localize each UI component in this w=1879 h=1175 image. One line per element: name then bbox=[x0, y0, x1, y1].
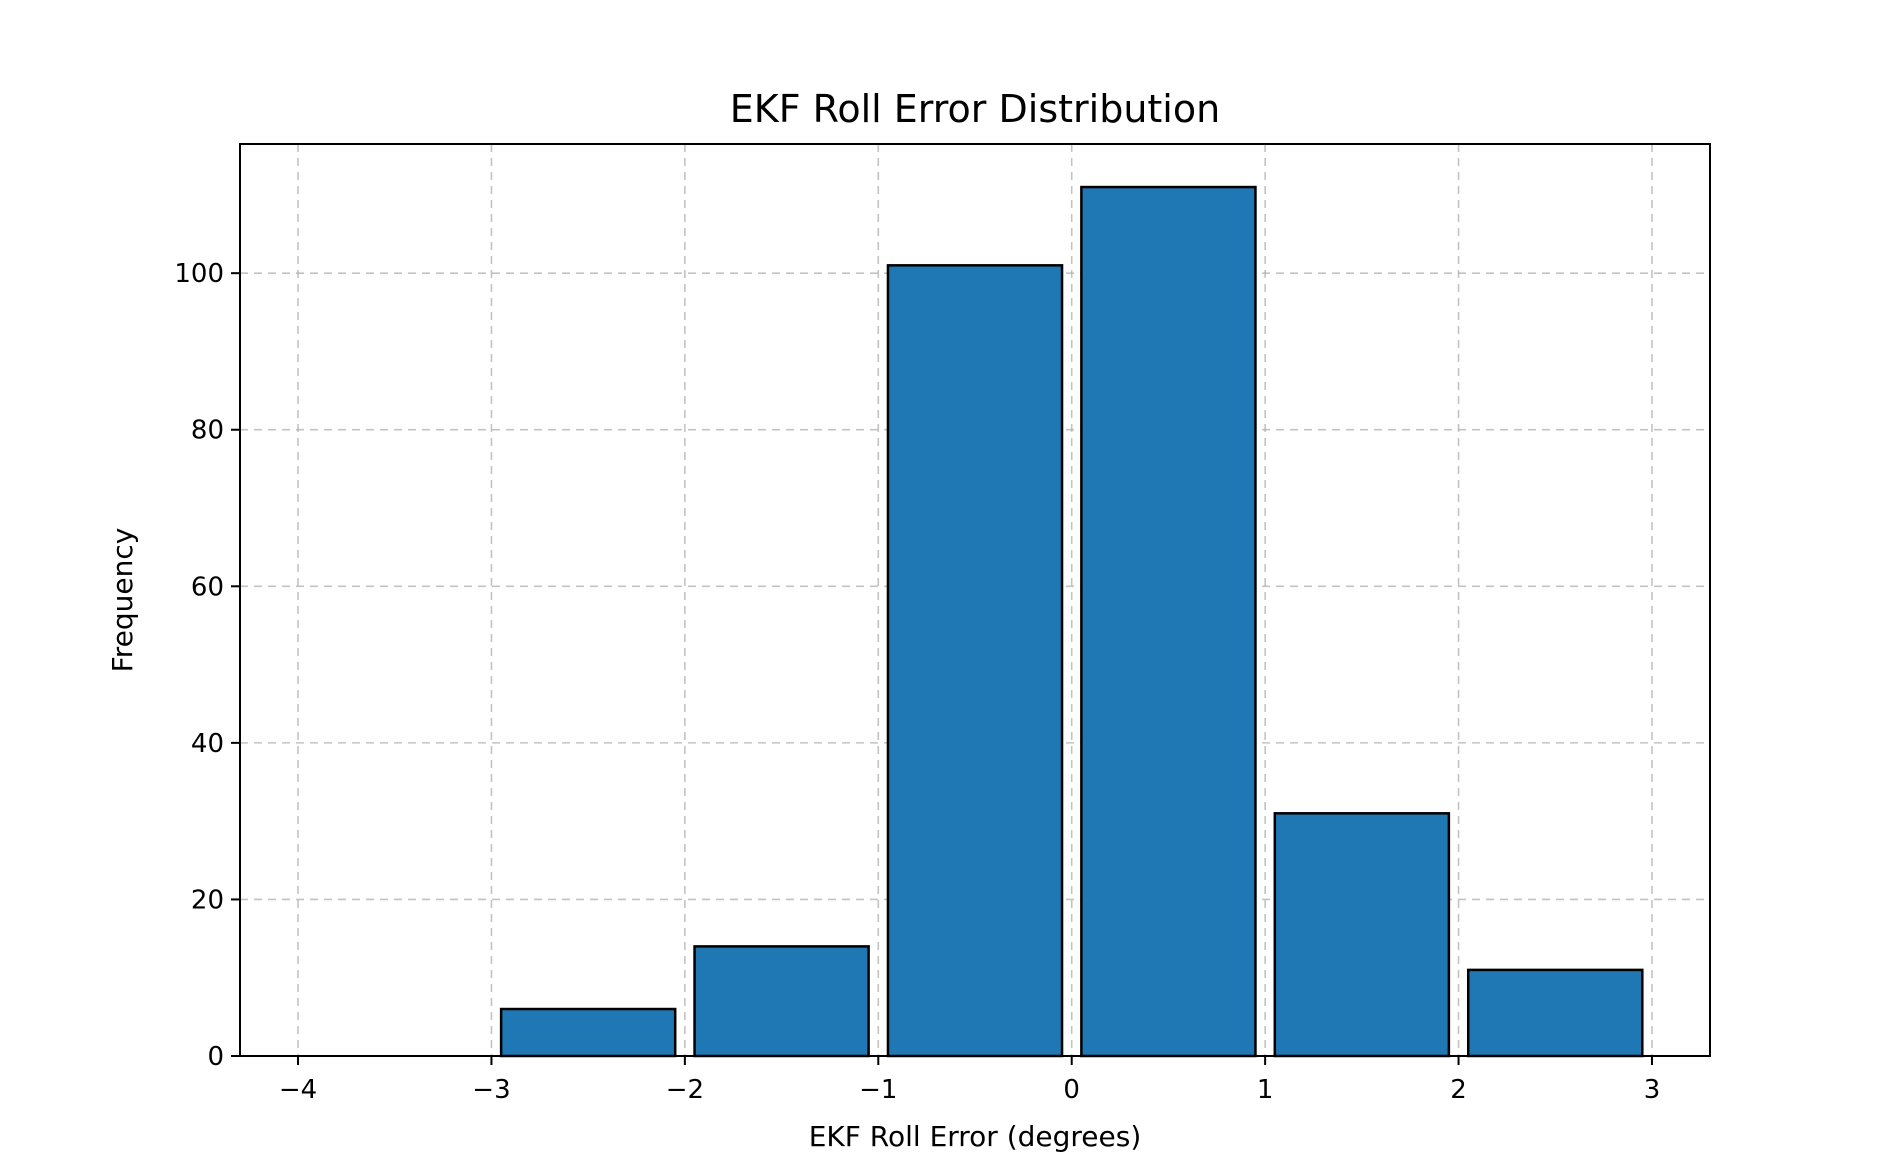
plot-area-frame bbox=[239, 143, 1711, 1057]
x-tick-label: 2 bbox=[1450, 1075, 1467, 1105]
y-tick-label: 60 bbox=[191, 572, 224, 602]
x-axis-label: EKF Roll Error (degrees) bbox=[809, 1120, 1142, 1153]
y-axis-label: Frequency bbox=[106, 528, 139, 673]
chart-title: EKF Roll Error Distribution bbox=[730, 87, 1220, 131]
y-axis-ticks: 0 20 40 60 80 100 bbox=[174, 259, 240, 1072]
histogram-bar bbox=[1080, 185, 1257, 1058]
y-tick-label: 20 bbox=[191, 885, 224, 915]
x-tick-label: 3 bbox=[1644, 1075, 1661, 1105]
x-tick-label: 0 bbox=[1063, 1075, 1080, 1105]
x-tick-label: 1 bbox=[1257, 1075, 1274, 1105]
histogram-bar bbox=[1273, 812, 1451, 1058]
histogram-bar bbox=[1466, 968, 1644, 1058]
y-tick-label: 0 bbox=[207, 1042, 224, 1072]
histogram-bar bbox=[499, 1007, 677, 1058]
y-tick-label: 40 bbox=[191, 729, 224, 759]
x-tick-label: −4 bbox=[279, 1075, 317, 1105]
x-axis-ticks: −4 −3 −2 −1 0 1 2 3 bbox=[279, 1056, 1660, 1105]
x-tick-label: −3 bbox=[472, 1075, 510, 1105]
y-tick-label: 80 bbox=[191, 416, 224, 446]
histogram-bar bbox=[693, 945, 870, 1058]
histogram-bar bbox=[886, 264, 1064, 1058]
y-tick-label: 100 bbox=[174, 259, 224, 289]
x-tick-label: −2 bbox=[666, 1075, 704, 1105]
x-tick-label: −1 bbox=[859, 1075, 897, 1105]
